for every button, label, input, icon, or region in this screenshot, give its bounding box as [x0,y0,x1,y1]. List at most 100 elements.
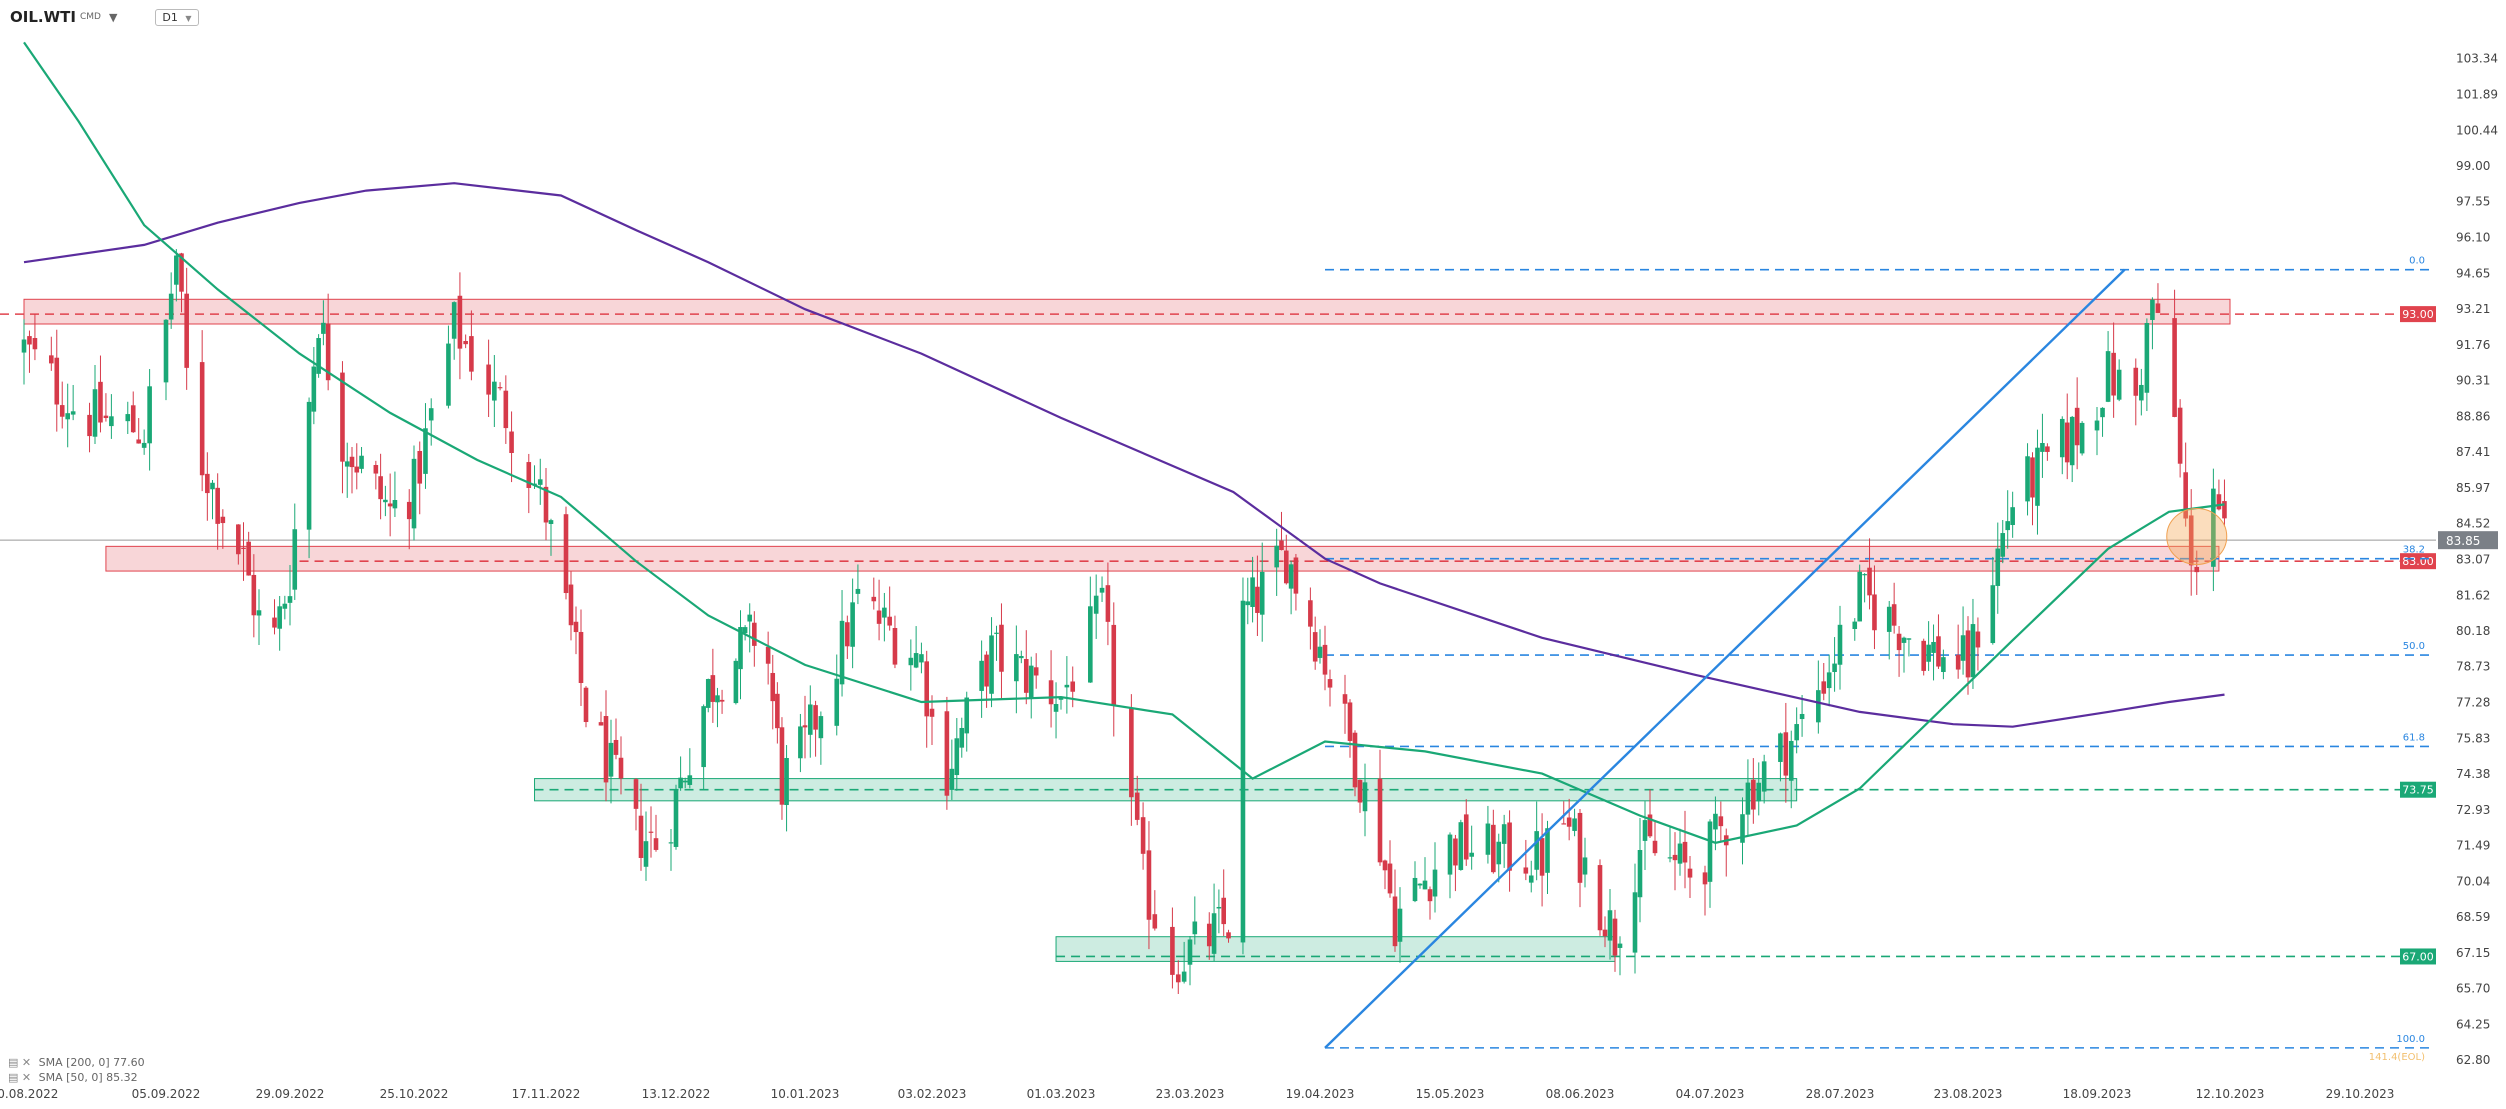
candle-body [373,465,379,474]
candle-body [813,705,818,730]
candle-body [1014,654,1019,682]
candle-body [1288,564,1294,589]
symbol-label[interactable]: OIL.WTI [10,8,76,26]
candle-body [2059,418,2065,458]
sma200-settings-icon[interactable]: ▤ ✕ [8,1056,32,1069]
candle-body [765,646,771,664]
chart-header: OIL.WTI CMD ▼ D1 ▼ [10,8,199,26]
candle-body [2222,501,2227,519]
candle-body [1357,779,1363,803]
candle-body [1602,929,1608,937]
candle-body [1206,923,1212,947]
candle-body [457,295,463,349]
candle-body [1647,814,1653,837]
y-tick-label: 68.59 [2456,910,2490,924]
candle-body [147,386,152,444]
x-tick-label: 19.04.2023 [1286,1087,1355,1101]
fib-level-label: 61.8 [2403,732,2425,743]
candle-body [1837,624,1843,665]
candle-body [1507,822,1512,871]
sma50-settings-icon[interactable]: ▤ ✕ [8,1071,32,1084]
candle-body [1597,865,1603,931]
candle-body [179,253,184,292]
symbol-dropdown-icon[interactable]: ▼ [108,10,118,24]
sma50-legend[interactable]: ▤ ✕ SMA [50, 0] 85.32 [8,1071,138,1084]
candle-body [733,660,739,704]
candle-body [130,405,136,433]
candle-body [643,841,649,867]
y-tick-label: 80.18 [2456,624,2490,638]
candle-body [892,627,898,665]
candle-body [1617,943,1623,948]
candle-body [1274,545,1279,568]
candle-body [1642,820,1648,841]
candle-body [710,675,716,702]
candle-body [2064,422,2070,463]
candle-body [1453,838,1458,866]
candle-body [1279,540,1284,551]
candle-body [21,339,27,353]
candle-body [241,547,246,549]
candle-body [949,768,955,790]
candle-body [1652,840,1658,854]
candle-body [411,458,417,529]
candle-body [1901,637,1907,643]
candle-body [54,357,60,405]
candle-body [1250,577,1255,607]
candle-body [1221,897,1227,925]
candle-body [1862,574,1867,576]
x-tick-label: 03.02.2023 [898,1087,967,1101]
candle-body [1687,868,1693,878]
candle-body [417,450,423,484]
candle-body [446,343,451,406]
y-tick-label: 77.28 [2456,695,2490,709]
sma200-legend[interactable]: ▤ ✕ SMA [200, 0] 77.60 [8,1056,145,1069]
current-price-badge [2438,531,2498,550]
fib-level-label: 50.0 [2403,641,2425,652]
candle-body [1099,587,1105,593]
candle-body [887,616,892,626]
candle-body [2144,322,2150,393]
candle-body [1857,571,1862,622]
candle-body [1496,841,1502,865]
y-tick-label: 65.70 [2456,982,2490,996]
y-tick-label: 81.62 [2456,588,2490,602]
candle-body [1308,600,1313,627]
candle-body [784,757,789,806]
y-tick-label: 100.44 [2456,123,2498,137]
y-tick-label: 96.10 [2456,231,2490,245]
candle-body [509,431,514,453]
candle-body [775,693,780,729]
candle-body [2155,303,2161,313]
candle-body [1259,571,1265,615]
candle-body [1794,724,1799,741]
candle-body [1317,646,1323,658]
candle-body [1216,906,1222,909]
candle-body [1713,813,1718,830]
candle-body [1921,640,1926,671]
x-tick-label: 25.10.2022 [380,1087,449,1101]
candle-body [1347,702,1353,741]
candle-body [1377,778,1383,863]
candle-body [1566,817,1572,827]
candle-body [834,678,840,726]
key-level-label: 83.00 [2402,555,2434,568]
candle-body [633,779,639,809]
candle-body [742,627,748,634]
y-tick-label: 103.34 [2456,52,2498,66]
candle-body [383,499,388,503]
candle-body [678,777,683,789]
candle-body [1970,624,1976,678]
timeframe-selector[interactable]: D1 ▼ [155,8,199,26]
candle-body [850,602,855,647]
x-tick-label: 13.12.2022 [642,1087,711,1101]
candle-body [855,588,861,594]
candle-body [798,726,803,759]
y-tick-label: 93.21 [2456,302,2490,316]
y-tick-label: 101.89 [2456,87,2498,101]
candle-body [705,679,711,708]
x-tick-label: 23.08.2023 [1934,1087,2003,1101]
candle-body [944,711,950,796]
candle-body [701,706,706,768]
